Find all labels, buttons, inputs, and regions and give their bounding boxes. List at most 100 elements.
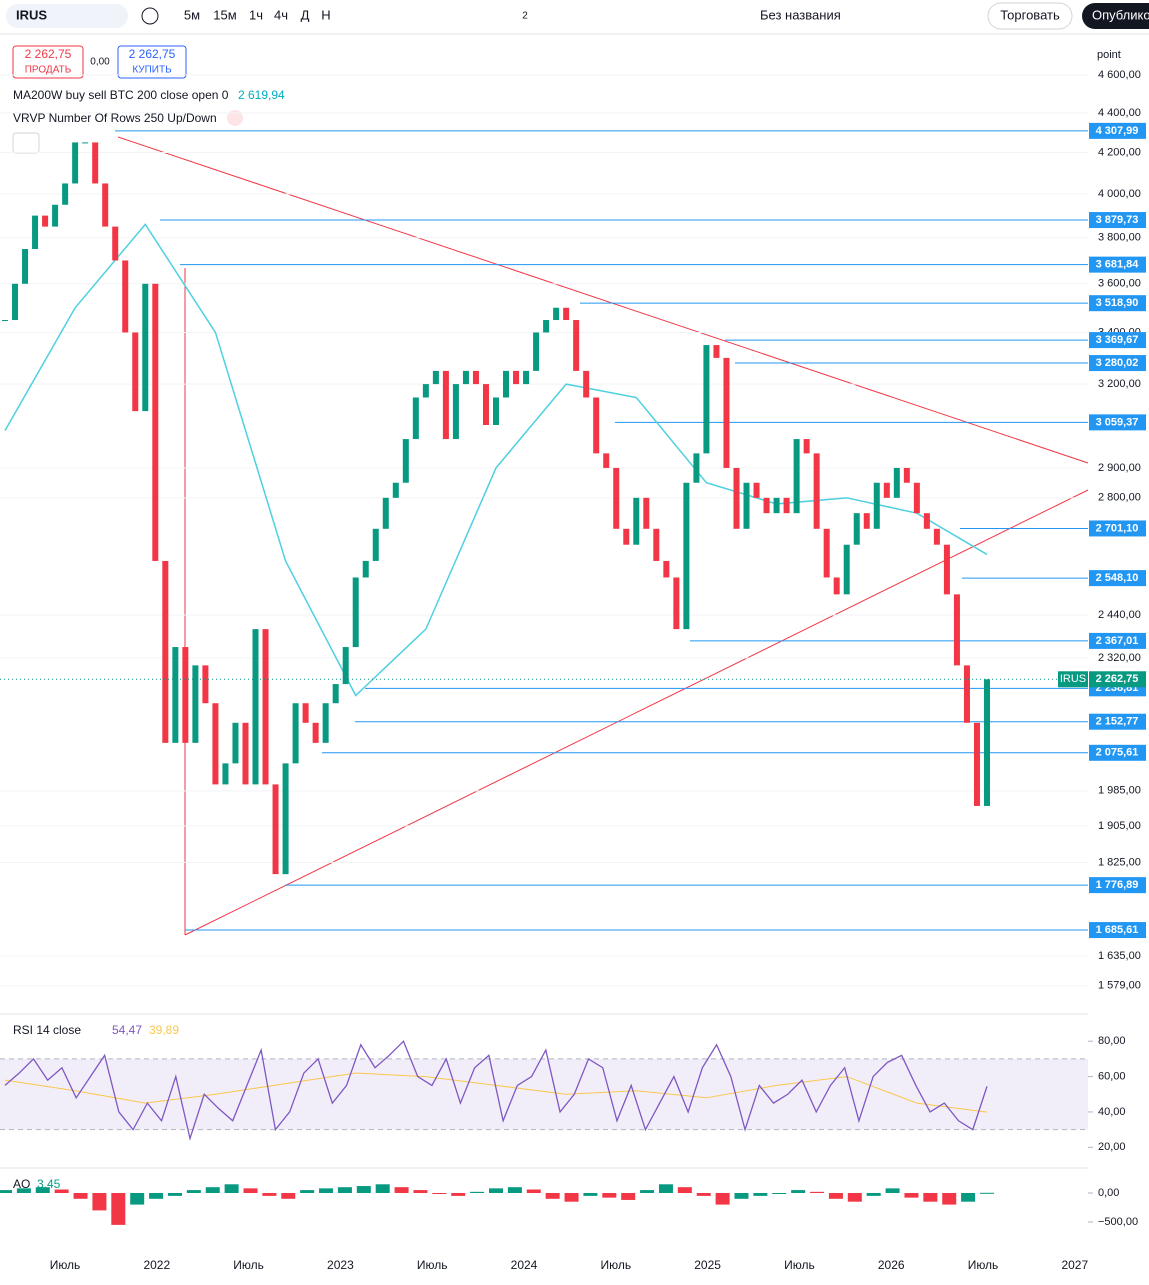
ao-bar: [847, 1192, 862, 1202]
candle: [222, 763, 229, 785]
candle: [633, 497, 640, 545]
candle: [12, 283, 19, 321]
publish-button[interactable]: [1082, 3, 1149, 29]
candle: [402, 439, 409, 483]
time-label: Июль: [968, 1258, 999, 1272]
ao-bar: [696, 1192, 711, 1196]
candle: [523, 370, 530, 385]
price-tick-label: 4 400,00: [1098, 107, 1141, 119]
interval-button[interactable]: Н: [321, 7, 330, 22]
interval-button[interactable]: 1ч: [249, 7, 263, 22]
rsi-tick-label: 80,00: [1098, 1035, 1126, 1047]
level-label: 3 059,37: [1096, 416, 1139, 428]
candle: [673, 577, 680, 630]
time-label: 2022: [143, 1258, 170, 1272]
level-label-bg: [1089, 922, 1146, 939]
level-label-bg: [1089, 632, 1146, 649]
layout-name[interactable]: Без названия: [760, 7, 841, 22]
ao-bar: [224, 1184, 239, 1193]
rsi-legend-value: 54,47: [112, 1023, 142, 1037]
candle: [623, 528, 630, 545]
price-tick-label: 3 600,00: [1098, 278, 1141, 290]
ao-bar: [791, 1190, 806, 1193]
candle: [462, 370, 469, 385]
ao-bar: [16, 1188, 31, 1193]
publish-label[interactable]: Опублико: [1092, 7, 1149, 22]
level-label: 2 075,61: [1096, 747, 1139, 759]
level-label: 2 367,01: [1096, 635, 1139, 647]
price-tick-label: 1 635,00: [1098, 950, 1141, 962]
ao-bar: [35, 1187, 50, 1193]
ao-bar: [300, 1190, 315, 1193]
candle: [813, 453, 820, 529]
price-tick-label: 3 200,00: [1098, 378, 1141, 390]
buy-button[interactable]: [117, 45, 187, 79]
candle: [362, 560, 369, 578]
candle: [713, 345, 720, 358]
warning-icon[interactable]: [227, 110, 243, 126]
time-label: Июль: [417, 1258, 448, 1272]
candle: [242, 722, 249, 785]
candle: [152, 283, 159, 561]
candle: [142, 283, 149, 412]
level-label: 3 681,84: [1096, 259, 1140, 271]
candle: [573, 320, 580, 371]
time-label: Июль: [600, 1258, 631, 1272]
interval-button[interactable]: 15м: [213, 7, 236, 22]
ao-bar: [923, 1192, 938, 1202]
level-label: 1 776,89: [1096, 879, 1139, 891]
symbol-box[interactable]: [6, 4, 128, 28]
trade-label[interactable]: Торговать: [1000, 7, 1060, 22]
ao-bar: [526, 1189, 541, 1193]
ao-bar: [753, 1192, 768, 1196]
level-label: 3 879,73: [1096, 214, 1139, 226]
symbol[interactable]: IRUS: [16, 7, 47, 22]
price-tick-label: 4 200,00: [1098, 146, 1141, 158]
trade-button[interactable]: [987, 2, 1073, 30]
trend-line[interactable]: [184, 489, 1089, 936]
ao-tick-label: 0,00: [1098, 1187, 1119, 1199]
candle: [503, 370, 510, 398]
trend-line[interactable]: [117, 136, 1089, 464]
level-label-bg: [1089, 520, 1146, 537]
candle: [92, 142, 99, 184]
buy-label[interactable]: КУПИТЬ: [132, 65, 172, 76]
time-label: Июль: [233, 1258, 264, 1272]
ao-bar: [54, 1189, 69, 1193]
compare-button[interactable]: [141, 7, 159, 25]
ao-bar: [658, 1184, 673, 1193]
sell-label[interactable]: ПРОДАТЬ: [25, 65, 72, 76]
ao-bar: [130, 1192, 145, 1205]
ao-bar: [111, 1192, 126, 1225]
layouts-count[interactable]: 2: [522, 11, 528, 22]
candle: [953, 594, 960, 666]
candle: [973, 722, 980, 806]
candle: [883, 482, 890, 498]
time-label: 2024: [511, 1258, 538, 1272]
sell-price[interactable]: 2 262,75: [25, 47, 72, 61]
candle: [172, 647, 179, 743]
interval-button[interactable]: 4ч: [274, 7, 288, 22]
ma-line: [4, 223, 988, 697]
candle: [583, 370, 590, 398]
ao-bar: [489, 1188, 503, 1193]
candle: [432, 370, 439, 385]
candle: [162, 560, 169, 743]
interval-button[interactable]: Д: [301, 7, 310, 22]
ao-bar: [0, 1190, 12, 1193]
symbol-tag-bg: [1058, 671, 1088, 688]
rsi-legend: RSI 14 close: [13, 1023, 81, 1037]
interval-button[interactable]: 5м: [184, 7, 200, 22]
candle: [82, 142, 89, 144]
price-tick-label: 4 600,00: [1098, 69, 1141, 81]
price-tick-label: 3 800,00: [1098, 232, 1141, 244]
candle: [32, 215, 39, 250]
rsi-tick-label: 60,00: [1098, 1070, 1126, 1082]
ao-bar: [507, 1187, 522, 1193]
collapse-button[interactable]: [12, 132, 40, 154]
candle: [643, 497, 650, 529]
buy-price[interactable]: 2 262,75: [129, 47, 176, 61]
sell-button[interactable]: [12, 45, 84, 79]
candle: [703, 345, 710, 454]
price-tick-label: 1 579,00: [1098, 980, 1141, 992]
